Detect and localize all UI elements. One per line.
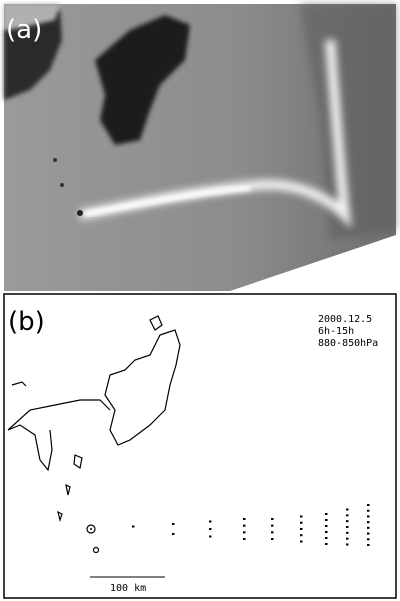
- trajectory-point: [367, 527, 370, 529]
- trajectory-point: [300, 528, 303, 530]
- trajectory-point: [325, 525, 328, 527]
- trajectory-point: [325, 543, 328, 545]
- trajectory-point: [367, 544, 370, 546]
- trajectory-point: [367, 515, 370, 517]
- trajectory-point: [325, 519, 328, 521]
- trajectory-point: [243, 538, 246, 540]
- trajectory-point: [243, 518, 246, 520]
- trajectory-point: [300, 541, 303, 543]
- trajectory-point: [346, 514, 349, 516]
- trajectory-point: [132, 526, 135, 528]
- trajectory-point: [367, 533, 370, 535]
- trajectory-point: [209, 528, 212, 530]
- trajectory-point: [243, 531, 246, 533]
- trajectory-point: [325, 537, 328, 539]
- trajectory-point: [346, 526, 349, 528]
- trajectory-point: [209, 536, 212, 538]
- trajectory-point: [325, 513, 328, 515]
- panel-label: (b): [8, 307, 45, 337]
- trajectory-point: [346, 509, 349, 511]
- trajectory-point: [271, 525, 274, 527]
- trajectory-point: [300, 516, 303, 518]
- trajectory-point: [209, 521, 212, 523]
- time-label: 6h-15h: [318, 326, 354, 337]
- island: [77, 210, 83, 216]
- source-marker: [90, 528, 92, 530]
- trajectory-point: [172, 523, 175, 525]
- trajectory-point: [346, 544, 349, 546]
- trajectory-point: [325, 531, 328, 533]
- trajectory-point: [271, 518, 274, 520]
- trajectory-point: [367, 504, 370, 506]
- pressure-label: 880-850hPa: [318, 338, 378, 349]
- island: [53, 158, 57, 162]
- island: [60, 183, 64, 187]
- scale-label: 100 km: [110, 583, 146, 594]
- date-label: 2000.12.5: [318, 314, 372, 325]
- panel-a: (a): [4, 4, 396, 291]
- trajectory-point: [243, 525, 246, 527]
- trajectory-point: [172, 533, 175, 535]
- trajectory-point: [346, 520, 349, 522]
- panel-b: (b) 2000.12.5 6h-15h 880-850hPa 100 km: [4, 294, 396, 598]
- trajectory-point: [367, 538, 370, 540]
- trajectory-point: [346, 532, 349, 534]
- trajectory-point: [271, 531, 274, 533]
- trajectory-point: [367, 521, 370, 523]
- panel-label: (a): [6, 15, 42, 45]
- figure: (a) (b) 2000.12.5 6h-15h 880-850hPa 100 …: [0, 0, 400, 601]
- trajectory-point: [271, 538, 274, 540]
- trajectory-point: [367, 510, 370, 512]
- trajectory-point: [300, 522, 303, 524]
- trajectory-point: [346, 538, 349, 540]
- trajectory-point: [300, 534, 303, 536]
